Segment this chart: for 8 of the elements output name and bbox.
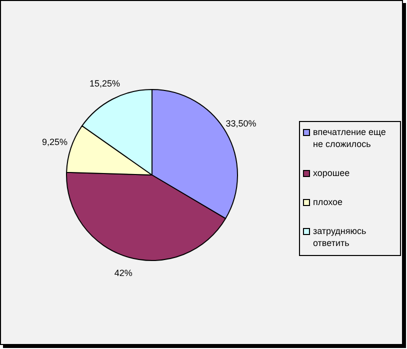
legend-label: хорошее <box>313 167 350 179</box>
legend-label: затрудняюсь ответить <box>313 225 368 249</box>
legend-label: плохое <box>313 196 343 208</box>
data-label: 9,25% <box>42 137 68 148</box>
legend-label: впечатление еще не сложилось <box>313 126 387 150</box>
data-label: 33,50% <box>226 118 256 129</box>
data-label: 15,25% <box>89 78 120 89</box>
data-label: 42% <box>114 268 132 278</box>
